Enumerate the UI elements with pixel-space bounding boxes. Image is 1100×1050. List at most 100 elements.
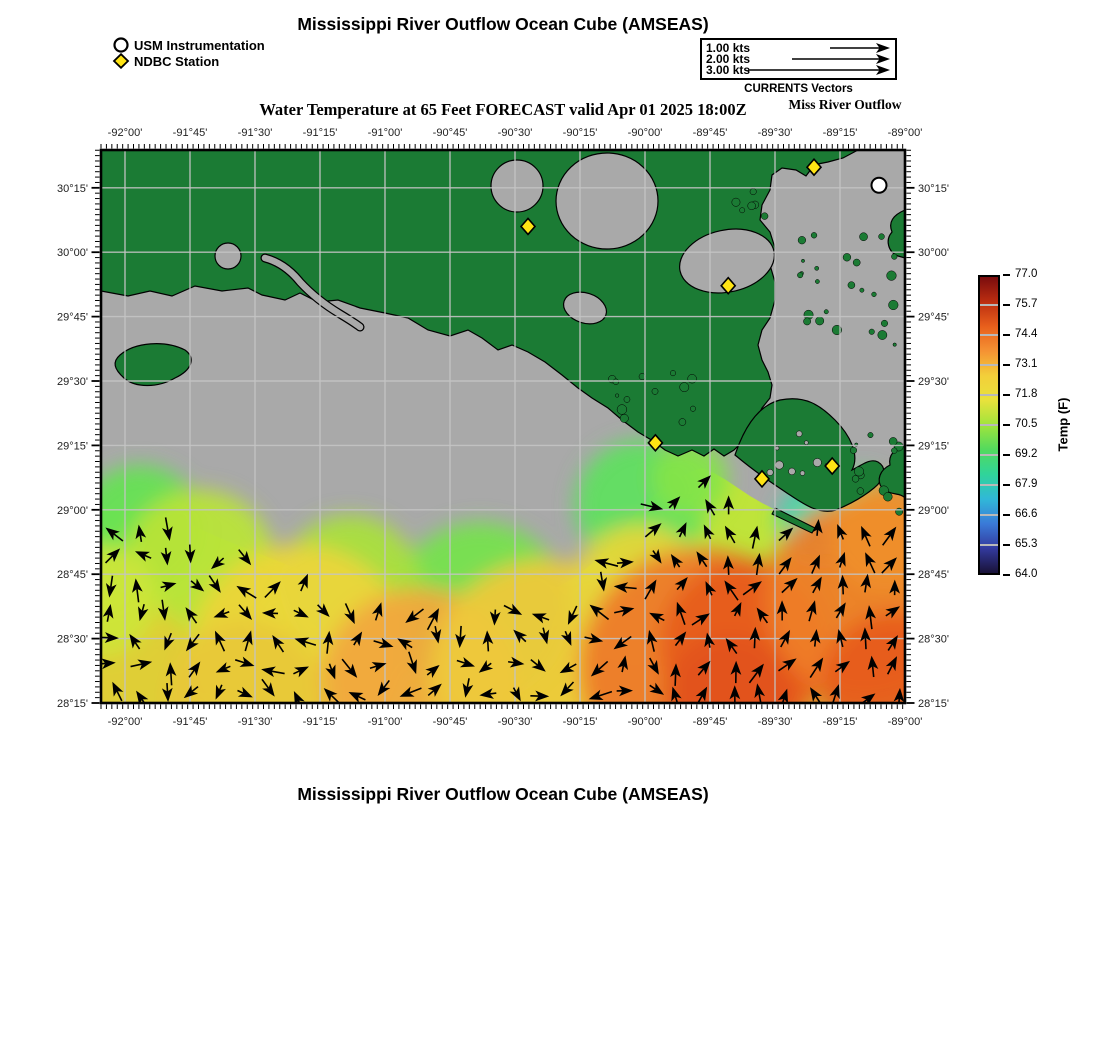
- current-vector-arrow: [834, 660, 851, 674]
- vec-row-2: 2.00 kts: [706, 52, 890, 66]
- current-vector-arrow: [323, 687, 340, 703]
- current-vector-arrow: [135, 524, 147, 543]
- current-vector-arrow: [559, 661, 577, 674]
- svg-text:-89°30': -89°30': [758, 716, 793, 728]
- current-vector-arrow: [860, 573, 871, 593]
- usm-station-marker: [870, 176, 888, 194]
- ndbc-station-marker: [753, 469, 771, 489]
- current-vector-arrow: [835, 551, 846, 568]
- current-vector-arrow: [509, 686, 521, 702]
- current-vector-arrow: [837, 574, 849, 595]
- map-border: [99, 148, 907, 705]
- current-vector-arrow: [503, 603, 523, 615]
- current-vector-arrow: [617, 655, 629, 673]
- colorbar-tick-label: 74.4: [1015, 328, 1038, 340]
- current-vector-arrow: [214, 630, 226, 652]
- current-vector-arrow: [881, 557, 897, 574]
- colorbar-tick-mark: [1003, 514, 1010, 516]
- current-vector-arrow: [162, 517, 173, 541]
- lake-maurepas: [490, 159, 544, 213]
- current-vector-arrow: [691, 613, 710, 626]
- current-vector-arrow: [129, 633, 142, 650]
- current-vector-arrow: [238, 549, 252, 566]
- svg-text:30°15': 30°15': [918, 183, 949, 195]
- current-vector-arrow: [462, 678, 474, 698]
- svg-text:-89°15': -89°15': [823, 716, 858, 728]
- vec-label-1: 1.00 kts: [706, 41, 750, 55]
- current-vector-arrow: [810, 576, 822, 594]
- current-vector-arrow: [373, 637, 394, 649]
- colorbar-tick-label: 66.6: [1015, 508, 1038, 520]
- current-vector-arrow: [165, 662, 177, 686]
- colorbar-tick-label: 64.0: [1015, 568, 1038, 580]
- current-vector-arrow: [756, 607, 770, 624]
- colorbar-tick-mark: [1003, 454, 1010, 456]
- current-vector-arrow: [134, 551, 152, 562]
- svg-text:30°00': 30°00': [57, 247, 88, 259]
- current-vector-arrow: [237, 686, 253, 698]
- legend-label-ndbc: NDBC Station: [134, 53, 220, 69]
- svg-text:-90°45': -90°45': [433, 716, 468, 728]
- current-vector-arrow: [885, 656, 897, 675]
- svg-text:28°15': 28°15': [57, 698, 88, 710]
- colorbar-tick-mark: [1003, 484, 1010, 486]
- current-vector-arrow: [325, 663, 336, 680]
- current-vector-arrow: [101, 632, 119, 643]
- current-vector-arrow: [705, 581, 717, 597]
- legend-item-ndbc: NDBC Station: [112, 53, 265, 69]
- current-vector-arrow: [673, 631, 687, 647]
- current-vector-arrow: [649, 612, 665, 624]
- colorbar-tick-label: 77.0: [1015, 268, 1038, 280]
- svg-text:-91°30': -91°30': [238, 716, 273, 728]
- current-vector-arrow: [238, 604, 253, 620]
- svg-text:-89°45': -89°45': [693, 716, 728, 728]
- svg-text:-90°00': -90°00': [628, 127, 663, 139]
- current-vector-arrow: [213, 607, 230, 618]
- station-legend: USM Instrumentation NDBC Station: [112, 37, 265, 69]
- current-vector-arrow: [806, 600, 817, 622]
- current-vector-arrow: [104, 548, 121, 564]
- current-vector-arrow: [102, 603, 114, 622]
- current-vector-arrow: [885, 635, 898, 651]
- bottom-title: Mississippi River Outflow Ocean Cube (AM…: [297, 784, 709, 804]
- current-vector-arrow: [829, 684, 840, 703]
- current-vector-arrow: [560, 681, 575, 697]
- current-vector-arrow: [427, 683, 442, 697]
- current-vector-arrow: [778, 527, 794, 542]
- current-vector-arrow: [189, 578, 205, 592]
- vec-label-2: 2.00 kts: [706, 52, 750, 66]
- current-vector-arrow: [507, 656, 525, 668]
- current-vector-arrow: [837, 524, 848, 540]
- current-vectors: [101, 475, 905, 703]
- svg-text:28°30': 28°30': [57, 634, 88, 646]
- current-vector-arrow: [455, 625, 466, 649]
- current-vector-arrow: [882, 526, 897, 546]
- colorbar-tick-mark: [1003, 424, 1010, 426]
- colorbar-tick-label: 70.5: [1015, 418, 1038, 430]
- current-vector-arrow: [778, 658, 797, 672]
- svg-text:-92°00': -92°00': [108, 127, 143, 139]
- svg-text:28°45': 28°45': [918, 569, 949, 581]
- current-vector-arrow: [670, 554, 684, 569]
- current-vector-arrow: [616, 557, 634, 569]
- current-vector-arrow: [215, 684, 227, 700]
- current-vector-arrow: [513, 629, 528, 644]
- current-vector-arrow: [861, 525, 872, 547]
- page-title: Mississippi River Outflow Ocean Cube (AM…: [297, 14, 709, 34]
- temperature-field: [101, 440, 905, 703]
- current-vector-arrow: [730, 601, 742, 617]
- current-vector-arrow: [538, 627, 550, 645]
- current-vector-arrow: [778, 557, 792, 575]
- current-vector-arrow: [530, 658, 546, 672]
- svg-text:29°15': 29°15': [57, 440, 88, 452]
- current-vector-arrow: [809, 629, 821, 647]
- current-vector-arrow: [208, 575, 221, 593]
- current-vector-arrow: [185, 633, 200, 652]
- svg-text:29°30': 29°30': [918, 376, 949, 388]
- current-vector-arrow: [705, 498, 717, 516]
- current-vector-arrow: [561, 630, 572, 646]
- current-vector-arrow: [588, 689, 613, 701]
- current-vector-arrow: [809, 554, 820, 574]
- colorbar-tick-label: 71.8: [1015, 388, 1038, 400]
